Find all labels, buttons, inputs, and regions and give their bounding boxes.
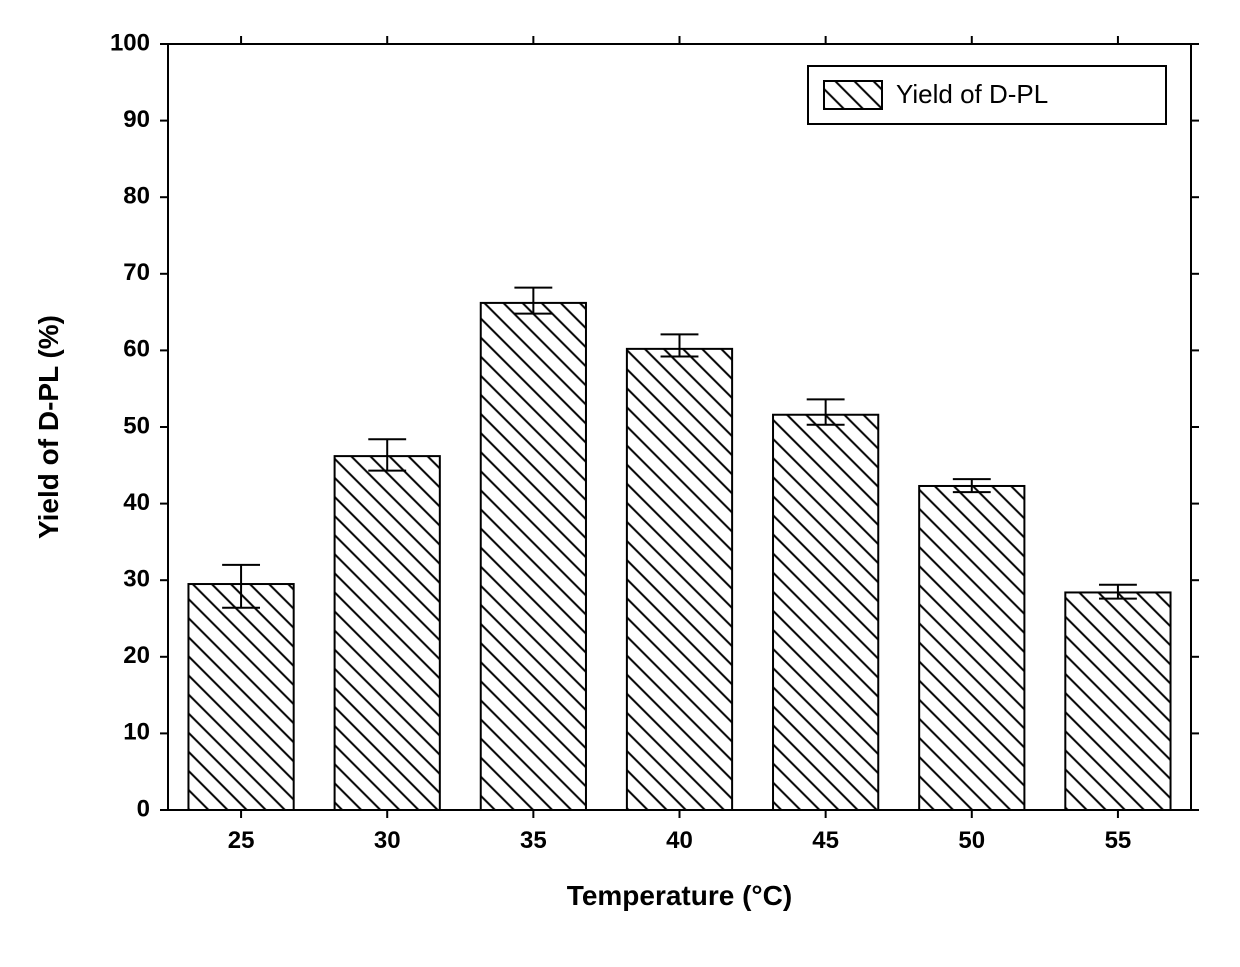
y-tick-label: 90: [123, 106, 150, 133]
x-tick-label: 40: [666, 827, 693, 854]
legend: Yield of D-PL: [808, 66, 1166, 124]
x-tick-label: 30: [374, 827, 401, 854]
y-tick-label: 20: [123, 642, 150, 669]
y-tick-label: 30: [123, 566, 150, 593]
bar: [188, 584, 293, 810]
y-tick-label: 60: [123, 336, 150, 363]
y-tick-label: 80: [123, 183, 150, 210]
legend-label: Yield of D-PL: [896, 79, 1048, 109]
bar: [627, 349, 732, 810]
bar: [919, 486, 1024, 810]
x-tick-label: 50: [958, 827, 985, 854]
y-axis-label: Yield of D-PL (%): [33, 315, 64, 539]
x-tick-label: 55: [1105, 827, 1132, 854]
x-tick-label: 35: [520, 827, 547, 854]
y-tick-label: 100: [110, 29, 150, 56]
legend-swatch: [824, 81, 882, 109]
y-tick-label: 0: [137, 795, 150, 822]
bar: [481, 303, 586, 810]
y-tick-label: 50: [123, 412, 150, 439]
x-tick-label: 25: [228, 827, 255, 854]
y-tick-label: 40: [123, 489, 150, 516]
bar: [335, 456, 440, 810]
y-tick-label: 70: [123, 259, 150, 286]
bar: [1065, 592, 1170, 810]
y-tick-label: 10: [123, 719, 150, 746]
x-axis-label: Temperature (°C): [567, 880, 792, 911]
bar: [773, 415, 878, 810]
x-tick-label: 45: [812, 827, 839, 854]
bar-chart: 0 10 20 30 40 50 60 70 80 90 100 25 30 35 40 45 50 55 Temp…: [0, 0, 1240, 967]
